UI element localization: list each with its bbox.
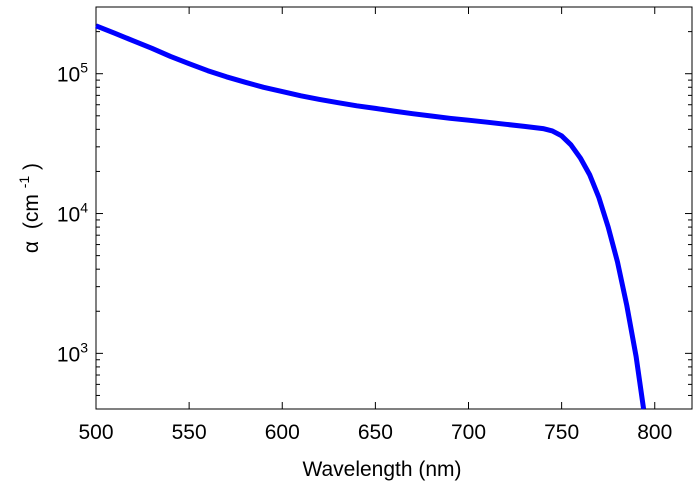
- x-tick-label: 600: [265, 421, 300, 444]
- y-tick-label: 104: [57, 200, 88, 227]
- y-tick-label: 105: [57, 60, 88, 87]
- y-axis-symbol: α: [20, 241, 43, 253]
- y-axis-close: ): [20, 163, 43, 170]
- x-tick-label: 650: [358, 421, 393, 444]
- x-tick-label: 800: [637, 421, 672, 444]
- plot-frame: [95, 6, 693, 410]
- x-tick-label: 750: [544, 421, 579, 444]
- y-axis-exponent: -1: [16, 176, 32, 189]
- tick-labels: 500 550 600 650 700 750 800 103 104 105: [57, 60, 672, 444]
- y-tick-label: 103: [57, 339, 88, 366]
- x-tick-label: 550: [172, 421, 207, 444]
- y-axis-title: α (cm -1 ): [11, 163, 43, 253]
- y-axis-unit: (cm: [20, 194, 43, 229]
- x-tick-label: 700: [451, 421, 486, 444]
- x-axis-title: Wavelength (nm): [302, 458, 461, 481]
- x-tick-label: 500: [78, 421, 113, 444]
- axis-ticks: [95, 6, 692, 410]
- series-line: [95, 23, 647, 410]
